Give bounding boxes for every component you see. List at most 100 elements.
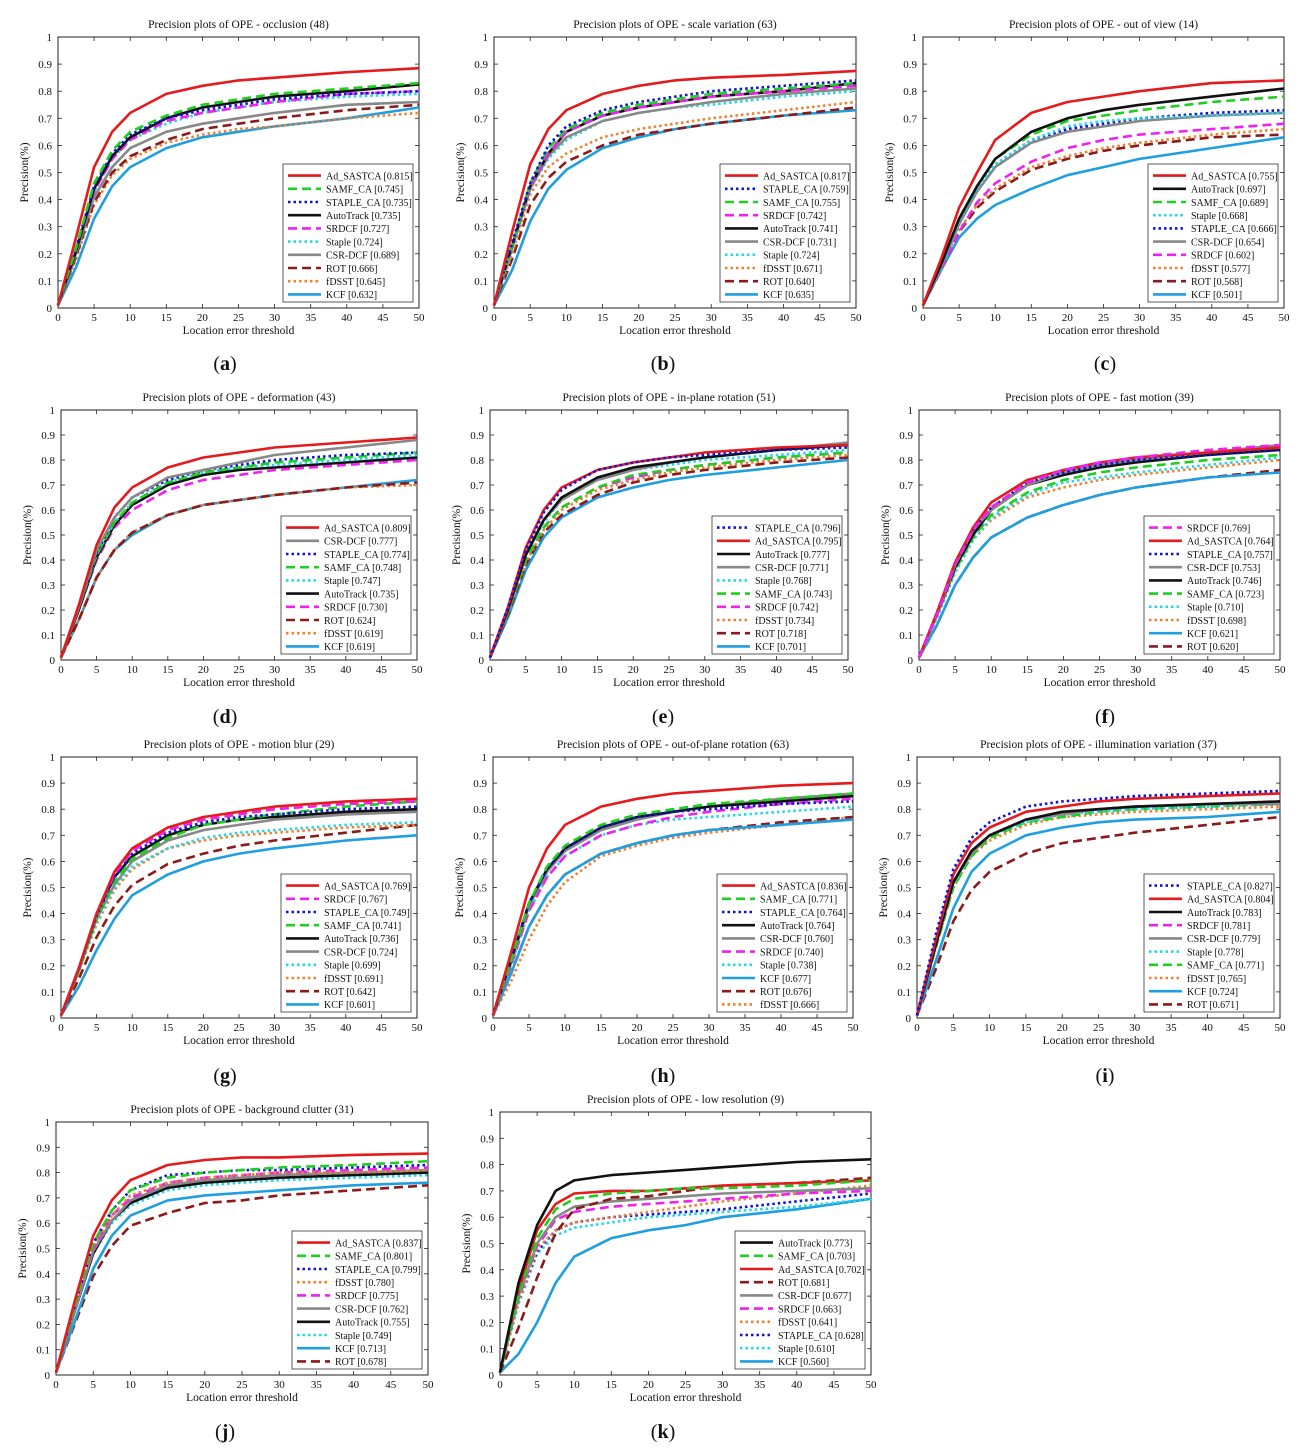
y-tick-label: 0 [489,1370,495,1382]
y-tick-label: 0.2 [480,1317,494,1329]
x-axis-label: Location error threshold [1043,1035,1155,1047]
y-tick-label: 0.4 [36,1269,50,1281]
y-tick-label: 0.1 [41,630,55,642]
chart-title: Precision plots of OPE - fast motion (39… [1005,392,1194,404]
series-line-kcf [491,818,854,1016]
y-tick-label: 0.8 [36,1168,50,1180]
x-tick-label: 30 [706,312,718,324]
series-line-staple [915,802,1281,1016]
y-tick-label: 0.7 [41,480,55,492]
legend-entry: SAMF_CA [0.703] [778,1252,855,1263]
legend-entry: Staple [0.710] [1187,603,1244,614]
legend-entry: Ad_SASTCA [0.817] [763,171,850,182]
y-tick-label: 0.8 [38,86,52,98]
x-tick-label: 35 [1170,312,1182,324]
legend-box [291,1230,423,1370]
y-tick-label: 0.6 [903,140,917,152]
x-tick-label: 20 [197,312,209,324]
chart-panel: 00.10.20.30.40.50.60.70.80.910 5 10 15 20 25 3… [461,1094,877,1443]
y-tick-label: 0.8 [41,455,55,467]
y-tick-label: 0 [50,1013,56,1025]
x-tick-label: 45 [376,664,388,676]
legend-entry: CSR-DCF [0.771] [755,563,828,574]
y-tick-label: 0.6 [41,505,55,517]
series-line-ad_sastca [921,79,1285,306]
chart-panel: 00.10.20.30.40.50.60.70.80.910 5 10 15 20 25 3… [451,392,854,728]
x-tick-label: 35 [742,312,754,324]
x-tick-label: 5 [527,312,533,324]
legend-entry: SAMF_CA [0.741] [324,921,401,932]
legend-entry: SRDCF [0.730] [324,603,387,614]
y-tick-label: 0.2 [897,961,911,973]
y-tick-label: 0.2 [470,605,484,617]
y-tick-label: 0.1 [897,987,911,999]
legend-entry: KCF [0.635] [763,290,814,301]
y-tick-label: 0.1 [899,630,913,642]
x-tick-label: 35 [311,1379,323,1391]
x-axis-label: Location error threshold [1044,677,1156,689]
legend-entry: SRDCF [0.767] [324,895,387,906]
chart-panel: 00.10.20.30.40.50.60.70.80.910 5 10 15 20 25 3… [878,739,1286,1087]
series-line-samf_ca [56,81,420,306]
y-tick-label: 0.1 [470,630,484,642]
y-tick-label: 0.8 [470,455,484,467]
y-tick-label: 0.3 [36,1294,50,1306]
series-line-rot [921,133,1285,306]
x-tick-label: 45 [814,312,826,324]
x-tick-label: 5 [90,1379,96,1391]
x-tick-label: 30 [717,1379,729,1391]
series-line-rot [915,815,1281,1016]
y-tick-label: 0 [483,303,489,315]
x-tick-label: 35 [1166,1022,1178,1034]
x-tick-label: 30 [269,1022,281,1034]
x-tick-label: 45 [812,1022,824,1034]
x-tick-label: 30 [1130,664,1142,676]
x-tick-label: 0 [914,1022,920,1034]
y-tick-label: 0.2 [41,605,55,617]
series-line-kcf [54,1181,429,1373]
x-tick-label: 40 [771,664,783,676]
series-line-rot [492,106,857,306]
x-tick-label: 15 [161,312,173,324]
x-tick-label: 15 [162,1022,174,1034]
legend-entry: AutoTrack [0.755] [335,1318,410,1329]
chart-panel: 00.10.20.30.40.50.60.70.80.910 5 10 15 20 25 3… [455,19,862,375]
legend-entry: fDSST [0.698] [1187,616,1246,627]
chart-panel: 00.10.20.30.40.50.60.70.80.910 5 10 15 20 25 3… [884,19,1290,375]
x-tick-label: 20 [632,1022,644,1034]
x-tick-label: 15 [162,664,174,676]
series-line-rot [488,456,849,659]
x-axis-label: Location error threshold [1048,325,1160,337]
y-axis-label: Precision(%) [451,505,463,565]
y-tick-label: 0.3 [899,580,913,592]
x-tick-label: 30 [704,1022,716,1034]
x-tick-label: 10 [556,664,568,676]
x-tick-label: 25 [680,1379,692,1391]
y-tick-label: 0.7 [903,113,917,125]
legend-entry: STAPLE_CA [0.796] [755,523,841,534]
chart-title: Precision plots of OPE - out-of-plane ro… [557,739,789,751]
x-tick-label: 25 [670,312,682,324]
x-tick-label: 10 [125,312,137,324]
series-line-srdcf [54,1166,429,1373]
x-tick-label: 40 [776,1022,788,1034]
x-tick-label: 10 [127,1022,139,1034]
x-tick-label: 30 [269,312,281,324]
x-tick-label: 10 [127,664,139,676]
panel-label: (k) [651,1421,675,1443]
y-tick-label: 0.4 [480,1265,494,1277]
x-tick-label: 5 [952,664,958,676]
x-tick-label: 15 [592,664,604,676]
legend-entry: fDSST [0.666] [760,1000,819,1011]
y-tick-label: 0.2 [474,249,488,261]
series-line-staple_ca [59,451,418,658]
y-tick-label: 0.4 [899,555,913,567]
legend-entry: ROT [0.624] [324,616,375,627]
x-tick-label: 5 [523,664,529,676]
x-tick-label: 30 [269,664,281,676]
panel-label: (f) [1095,706,1115,728]
y-tick-label: 0.7 [474,113,488,125]
x-tick-label: 35 [305,312,317,324]
series-line-rot [56,103,420,306]
y-tick-label: 0.4 [897,909,911,921]
